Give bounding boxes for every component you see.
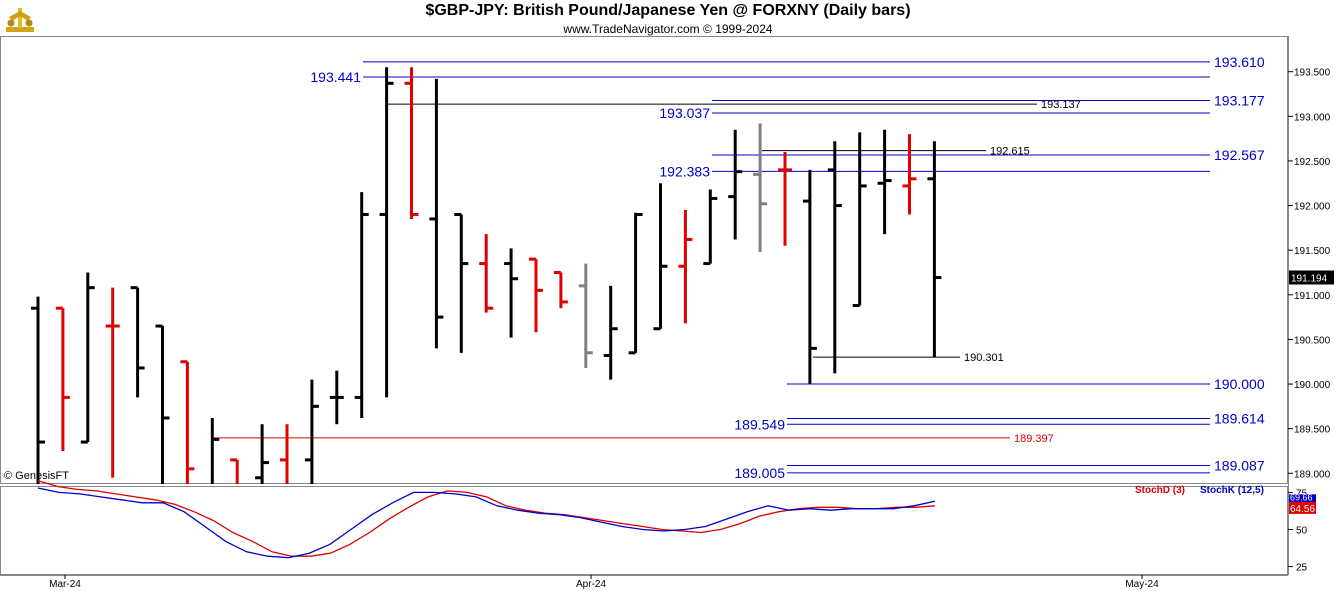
ohlc-bar [429, 78, 444, 349]
chart-canvas: 193.610 193.441 193.177 193.137 193.037 192.6… [0, 36, 1336, 591]
level-label: 192.383 [659, 163, 710, 179]
level-label: 190.000 [1214, 376, 1265, 392]
stoch-line [37, 479, 936, 557]
ohlc-bar [877, 129, 892, 235]
price-tick-label: 189.000 [1294, 469, 1331, 480]
chart-header: $GBP-JPY: British Pound/Japanese Yen @ F… [0, 0, 1336, 36]
stoch-k-label: StochK (12,5) [1200, 485, 1264, 496]
stoch-panel-border [0, 486, 1288, 575]
ohlc-bar [902, 134, 917, 215]
ohlc-bar [180, 360, 195, 484]
date-tick-label: Mar-24 [49, 579, 81, 590]
ohlc-bar [852, 132, 867, 308]
ohlc-bar [529, 257, 543, 333]
ohlc-bar [379, 67, 394, 398]
ohlc-bar [255, 424, 270, 484]
ohlc-bar [210, 417, 220, 484]
chart-title: $GBP-JPY: British Pound/Japanese Yen @ F… [425, 2, 911, 19]
ohlc-bar [454, 212, 469, 353]
stoch-d-marker [1289, 501, 1316, 514]
level-label: 192.615 [990, 146, 1030, 158]
ohlc-bar [304, 379, 319, 484]
ohlc-bar [703, 189, 718, 266]
chart-subtitle: www.TradeNavigator.com © 1999-2024 [563, 22, 773, 36]
level-label: 189.614 [1214, 410, 1265, 426]
ohlc-bar [653, 183, 668, 331]
ohlc-bar [329, 370, 344, 425]
ohlc-bar [778, 152, 792, 246]
ohlc-bar [753, 123, 768, 252]
ohlc-bar [479, 234, 494, 313]
level-label: 190.301 [964, 352, 1004, 364]
stochastic-panel: 25 50 75 StochD (3) StochK (12,5) 69.66 64.56 [37, 479, 1316, 574]
ohlc-bar [55, 306, 70, 451]
level-label: 189.087 [1214, 458, 1265, 474]
price-tick-label: 190.000 [1294, 380, 1331, 391]
last-price-marker [1289, 270, 1334, 285]
stoch-d-value: 64.56 [1290, 504, 1315, 515]
ohlc-bar [354, 192, 369, 418]
level-label: 189.549 [734, 416, 785, 432]
ohlc-bar [155, 324, 170, 484]
level-label: 189.397 [1014, 433, 1054, 445]
price-tick-label: 190.500 [1294, 335, 1331, 346]
ohlc-bar [578, 263, 593, 368]
date-tick-label: Apr-24 [576, 579, 606, 590]
date-axis: Mar-24 Apr-24 May-24 [0, 575, 1288, 590]
level-label: 193.610 [1214, 54, 1265, 70]
stoch-d-label: StochD (3) [1135, 485, 1185, 496]
level-label: 193.441 [310, 69, 361, 85]
level-label: 193.137 [1041, 99, 1081, 111]
price-axis: 189.000 189.500 190.000 190.500 191.000 191.5… [1288, 68, 1334, 480]
last-price-label: 191.194 [1291, 273, 1328, 284]
ohlc-bar [280, 424, 289, 484]
price-tick-label: 193.500 [1294, 68, 1331, 79]
ohlc-bar [504, 248, 519, 338]
stoch-line [37, 487, 936, 559]
stoch-k-marker [1289, 494, 1316, 503]
stoch-tick-label: 25 [1296, 563, 1308, 574]
chart-frame [0, 36, 1336, 591]
level-label: 193.177 [1214, 93, 1265, 109]
ohlc-bar [553, 270, 568, 309]
price-tick-label: 191.500 [1294, 246, 1331, 257]
ohlc-bar [105, 287, 120, 478]
stoch-tick-label: 50 [1296, 526, 1308, 537]
ohlc-bar [603, 285, 618, 380]
price-tick-label: 192.000 [1294, 202, 1331, 213]
price-bars [31, 67, 942, 484]
ohlc-bar [404, 67, 419, 219]
ohlc-bar [678, 210, 693, 324]
price-tick-label: 193.000 [1294, 112, 1331, 123]
stoch-tick-label: 75 [1296, 488, 1308, 499]
ohlc-bar [728, 129, 743, 240]
ohlc-bar [827, 141, 842, 374]
price-levels: 193.610 193.441 193.177 193.137 193.037 192.6… [213, 54, 1265, 481]
price-tick-label: 191.000 [1294, 291, 1331, 302]
bull-and-bear-logo-icon [6, 8, 34, 32]
ohlc-bar [802, 169, 817, 385]
stoch-k-value: 69.66 [1290, 492, 1313, 502]
level-label: 193.037 [659, 105, 710, 121]
ohlc-bar [628, 212, 643, 355]
ohlc-bar [230, 458, 239, 484]
date-tick-label: May-24 [1125, 579, 1159, 590]
ohlc-bar [130, 286, 145, 398]
level-label: 189.005 [734, 465, 785, 481]
ohlc-bar [927, 141, 942, 358]
price-panel-border [0, 36, 1288, 484]
level-label: 192.567 [1214, 147, 1265, 163]
genesis-watermark: © GenesisFT [4, 470, 69, 482]
ohlc-bar [80, 272, 95, 444]
ohlc-bar [31, 296, 45, 484]
price-tick-label: 189.500 [1294, 425, 1331, 436]
price-tick-label: 192.500 [1294, 157, 1331, 168]
